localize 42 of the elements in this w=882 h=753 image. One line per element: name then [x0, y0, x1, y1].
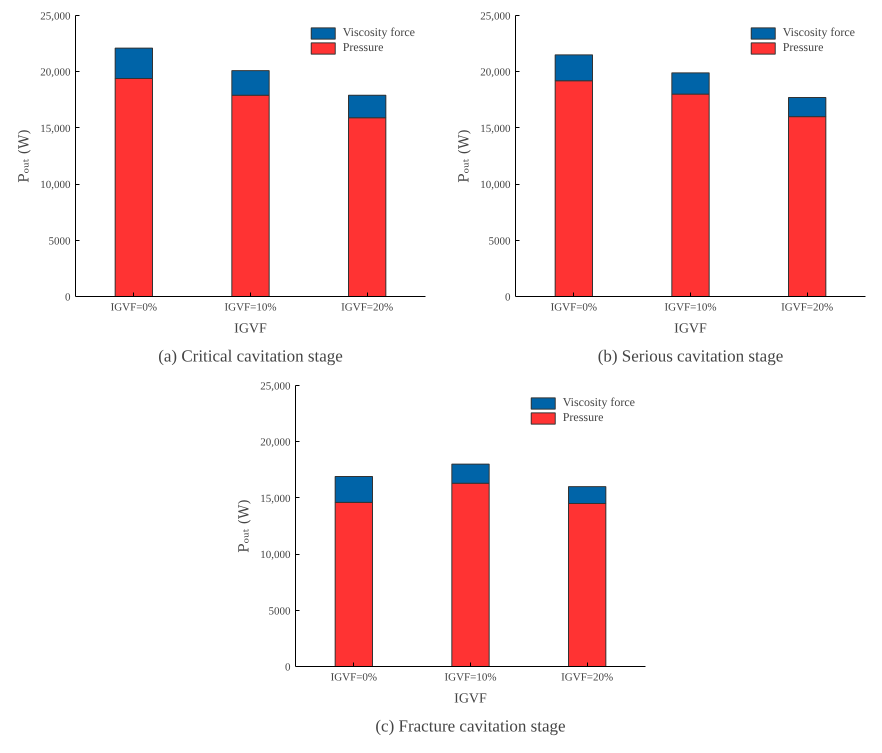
y-tick-label: 25,000 — [40, 10, 71, 22]
y-tick-label: 20,000 — [260, 436, 291, 449]
legend-label: Viscosity force — [562, 395, 635, 410]
y-tick-label: 25,000 — [260, 380, 291, 392]
x-tick-label: IGVF=20% — [781, 302, 834, 314]
legend-label: Pressure — [782, 40, 824, 55]
legend-label: Pressure — [562, 410, 604, 425]
x-tick-label: IGVF=10% — [664, 302, 717, 314]
y-tick-label: 10,000 — [480, 179, 511, 192]
x-tick-label: IGVF=10% — [224, 302, 277, 314]
y-tick-label: 15,000 — [480, 122, 511, 135]
x-tick-label: IGVF=20% — [341, 302, 394, 314]
x-axis-title: IGVF — [674, 322, 708, 336]
y-tick-label: 5000 — [268, 605, 291, 618]
y-tick-label: 20,000 — [40, 66, 71, 79]
y-axis-title: Pₒᵤₜ (W) — [236, 499, 252, 553]
y-tick-label: 10,000 — [40, 179, 71, 192]
y-tick-label: 15,000 — [260, 492, 291, 505]
x-tick-label: IGVF=0% — [550, 302, 598, 314]
x-tick-label: IGVF=20% — [561, 672, 614, 684]
y-tick-label: 0 — [65, 292, 71, 304]
legend-label: Viscosity force — [782, 25, 855, 40]
legend-label: Pressure — [342, 40, 384, 55]
text: (c) Fracture cavitation stage — [375, 716, 566, 736]
y-tick-label: 0 — [285, 662, 291, 674]
text: (a) Critical cavitation stage — [158, 346, 343, 366]
x-tick-label: IGVF=0% — [330, 672, 378, 684]
y-tick-label: 5000 — [488, 235, 511, 248]
y-tick-label: 25,000 — [480, 10, 511, 22]
x-tick-label: IGVF=0% — [110, 302, 158, 314]
x-tick-label: IGVF=10% — [444, 672, 497, 684]
y-tick-label: 15,000 — [40, 122, 71, 135]
x-axis-title: IGVF — [234, 322, 268, 336]
y-tick-label: 0 — [505, 292, 511, 304]
y-axis-title: Pₒᵤₜ (W) — [16, 129, 32, 183]
x-axis-title: IGVF — [454, 692, 488, 706]
text: (b) Serious cavitation stage — [598, 346, 784, 366]
legend-label: Viscosity force — [342, 25, 415, 40]
y-tick-label: 20,000 — [480, 66, 511, 79]
y-axis-title: Pₒᵤₜ (W) — [456, 129, 472, 183]
y-tick-label: 5000 — [48, 235, 71, 248]
y-tick-label: 10,000 — [260, 549, 291, 562]
